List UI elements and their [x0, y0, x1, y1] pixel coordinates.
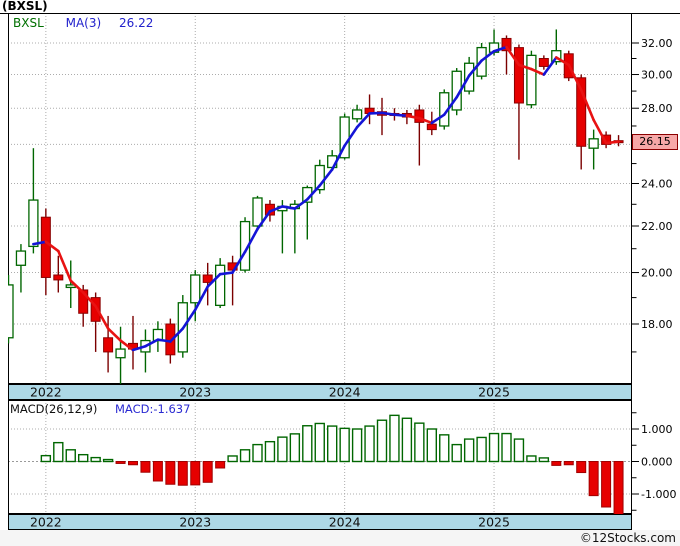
svg-text:2023: 2023 — [179, 515, 211, 530]
svg-text:2024: 2024 — [329, 515, 361, 530]
svg-text:22.00: 22.00 — [641, 220, 673, 233]
macd-label: MACD(26,12,9) — [10, 402, 98, 416]
macd-value: MACD:-1.637 — [115, 402, 191, 416]
ma-value: 26.22 — [118, 16, 154, 30]
price-legend: BXSL MA(3) 26.22 — [13, 16, 153, 30]
svg-text:2022: 2022 — [30, 515, 62, 530]
svg-text:30.00: 30.00 — [641, 69, 673, 82]
svg-text:32.00: 32.00 — [641, 37, 673, 50]
svg-text:2023: 2023 — [179, 385, 211, 400]
credit-text: ©12Stocks.com — [579, 531, 676, 545]
ma-label: MA(3) — [65, 16, 102, 30]
svg-text:-1.000: -1.000 — [641, 488, 676, 501]
svg-text:24.00: 24.00 — [641, 178, 673, 191]
last-price-tag: 26.15 — [632, 134, 678, 150]
svg-text:2024: 2024 — [329, 385, 361, 400]
svg-text:2022: 2022 — [30, 385, 62, 400]
title-bar: (BXSL) — [0, 0, 680, 14]
svg-text:20.00: 20.00 — [641, 267, 673, 280]
svg-text:28.00: 28.00 — [641, 102, 673, 115]
symbol-label: BXSL — [13, 16, 44, 30]
svg-text:18.00: 18.00 — [641, 318, 673, 331]
svg-text:2025: 2025 — [478, 515, 510, 530]
svg-text:2025: 2025 — [478, 385, 510, 400]
svg-text:0.000: 0.000 — [641, 456, 673, 469]
footer-strip: ©12Stocks.com — [0, 530, 680, 546]
macd-legend: MACD(26,12,9) MACD:-1.637 — [10, 402, 190, 416]
svg-text:1.000: 1.000 — [641, 423, 673, 436]
page-title: (BXSL) — [2, 0, 48, 13]
